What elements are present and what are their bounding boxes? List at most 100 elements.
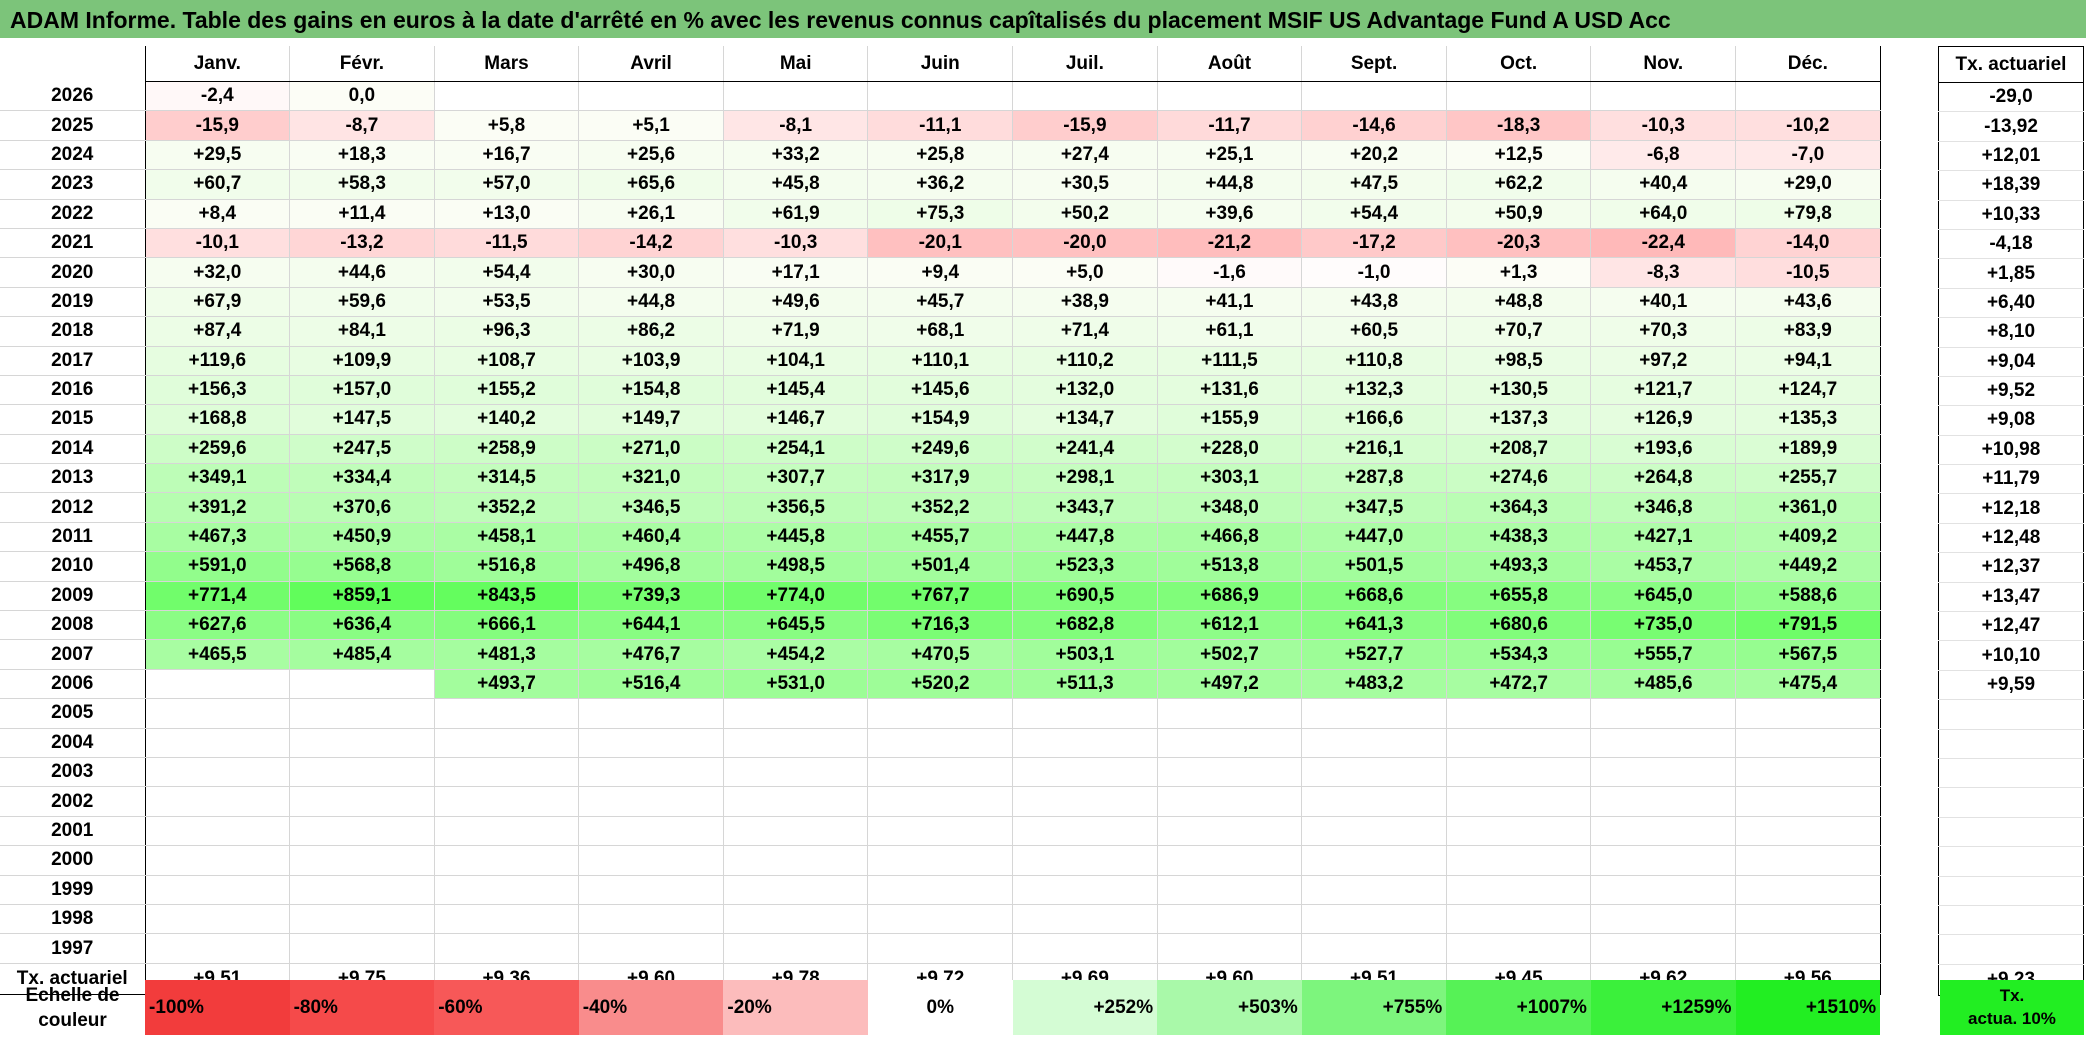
gain-cell: +503,1 xyxy=(1012,639,1158,670)
actuarial-rate-cell: +12,18 xyxy=(1938,493,2084,524)
table-row: 2014 +259,6 +247,5 +258,9 +271,0 +254,1 +249,6… xyxy=(0,434,1881,465)
gain-cell xyxy=(1590,904,1737,935)
gain-cell: +449,2 xyxy=(1735,551,1881,582)
gain-cell xyxy=(723,904,869,935)
gain-cell xyxy=(1446,875,1592,905)
gain-cell xyxy=(1446,933,1592,964)
gain-cell: +131,6 xyxy=(1157,375,1303,406)
gain-cell: +690,5 xyxy=(1012,581,1158,612)
gain-cell xyxy=(289,933,435,964)
gain-cell: +216,1 xyxy=(1301,434,1447,465)
gain-cell: +147,5 xyxy=(289,404,435,435)
gain-cell xyxy=(1012,786,1158,817)
table-row: 2007 +465,5 +485,4 +481,3 +476,7 +454,2 +470,5… xyxy=(0,639,1881,670)
gain-cell: -20,1 xyxy=(867,228,1014,259)
gain-cell: +356,5 xyxy=(723,492,869,523)
gain-cell: +466,8 xyxy=(1157,522,1303,553)
year-label: 2025 xyxy=(0,110,146,141)
actuarial-rate-cell: +18,39 xyxy=(1938,170,2084,201)
gain-cell: +520,2 xyxy=(867,669,1014,700)
gain-cell xyxy=(867,757,1014,788)
gain-cell: -8,1 xyxy=(723,110,869,141)
gain-cell: +132,0 xyxy=(1012,375,1158,406)
gain-cell: +156,3 xyxy=(145,375,291,406)
gain-cell: +843,5 xyxy=(434,581,580,612)
gain-cell: +61,9 xyxy=(723,199,869,229)
gain-cell xyxy=(289,669,435,700)
year-label: 2019 xyxy=(0,287,146,318)
gain-cell: +859,1 xyxy=(289,581,435,612)
gain-cell xyxy=(1735,933,1881,964)
gain-cell: +735,0 xyxy=(1590,610,1737,641)
gain-cell xyxy=(145,816,291,847)
gain-cell xyxy=(1301,698,1447,729)
gain-cell: +476,7 xyxy=(578,639,724,670)
gain-cell xyxy=(434,81,580,112)
gain-cell xyxy=(1012,904,1158,935)
gain-cell: +321,0 xyxy=(578,463,724,494)
color-scale-swatch: -100% xyxy=(145,980,290,1035)
gain-cell xyxy=(1590,757,1737,788)
gain-cell xyxy=(145,786,291,817)
gain-cell: +567,5 xyxy=(1735,639,1881,670)
gain-cell: +94,1 xyxy=(1735,346,1881,376)
table-row: 2006 +493,7 +516,4 +531,0 +520,2 +511,3 +497,2… xyxy=(0,669,1881,700)
gain-cell: +591,0 xyxy=(145,551,291,582)
actuarial-rate-cell xyxy=(1938,846,2084,877)
gain-cell xyxy=(867,845,1014,876)
actuarial-rate-cell: -13,92 xyxy=(1938,111,2084,142)
gain-cell xyxy=(1590,81,1737,112)
color-scale-label-line2: couleur xyxy=(38,1010,107,1031)
gain-cell: +460,4 xyxy=(578,522,724,553)
gain-cell: +50,9 xyxy=(1446,199,1592,229)
table-row: 2012 +391,2 +370,6 +352,2 +346,5 +356,5 +352,2… xyxy=(0,492,1881,523)
gain-cell xyxy=(434,757,580,788)
color-scale-swatch: -60% xyxy=(434,980,579,1035)
table-row: 2001 xyxy=(0,816,1881,847)
gain-cell: -14,2 xyxy=(578,228,724,259)
year-label: 2016 xyxy=(0,375,146,406)
actuarial-rate-cell: +9,59 xyxy=(1938,670,2084,701)
gain-cell xyxy=(289,875,435,905)
year-label: 2018 xyxy=(0,316,146,347)
gain-cell: +20,2 xyxy=(1301,140,1447,171)
gain-cell: +502,7 xyxy=(1157,639,1303,670)
gain-cell xyxy=(1301,786,1447,817)
gain-cell: +137,3 xyxy=(1446,404,1592,435)
gain-cell: +438,3 xyxy=(1446,522,1592,553)
actuarial-rate-cell: +9,52 xyxy=(1938,376,2084,407)
gain-cell: +370,6 xyxy=(289,492,435,523)
year-label: 2021 xyxy=(0,228,146,259)
gain-cell: +68,1 xyxy=(867,316,1014,347)
gain-cell: -10,5 xyxy=(1735,257,1881,288)
gain-cell: +61,1 xyxy=(1157,316,1303,347)
year-label: 2009 xyxy=(0,581,146,612)
gain-cell: +83,9 xyxy=(1735,316,1881,347)
gain-cell: +53,5 xyxy=(434,287,580,318)
year-label: 2003 xyxy=(0,757,146,788)
gain-cell: +455,7 xyxy=(867,522,1014,553)
actuarial-rate-cell xyxy=(1938,905,2084,936)
gain-cell: +259,6 xyxy=(145,434,291,465)
gain-cell xyxy=(289,786,435,817)
gain-cell xyxy=(1012,728,1158,758)
table-row: 2020 +32,0 +44,6 +54,4 +30,0 +17,1 +9,4 +5,0 -1,… xyxy=(0,257,1881,288)
actuarial-rate-swatch: Tx. actua. 10% xyxy=(1940,980,2084,1035)
gain-cell: +208,7 xyxy=(1446,434,1592,465)
gain-cell: +86,2 xyxy=(578,316,724,347)
gain-cell: +472,7 xyxy=(1446,669,1592,700)
gain-cell: +71,9 xyxy=(723,316,869,347)
gain-cell xyxy=(1157,816,1303,847)
gain-cell xyxy=(1157,81,1303,112)
year-label: 2014 xyxy=(0,434,146,465)
gain-cell xyxy=(434,698,580,729)
gain-cell: +48,8 xyxy=(1446,287,1592,318)
gain-cell: +467,3 xyxy=(145,522,291,553)
gain-cell xyxy=(723,816,869,847)
gain-cell: +47,5 xyxy=(1301,169,1447,200)
year-label: 2002 xyxy=(0,786,146,817)
gain-cell xyxy=(434,786,580,817)
gain-cell: +668,6 xyxy=(1301,581,1447,612)
color-scale-swatch: -80% xyxy=(289,980,435,1035)
gain-cell xyxy=(867,904,1014,935)
